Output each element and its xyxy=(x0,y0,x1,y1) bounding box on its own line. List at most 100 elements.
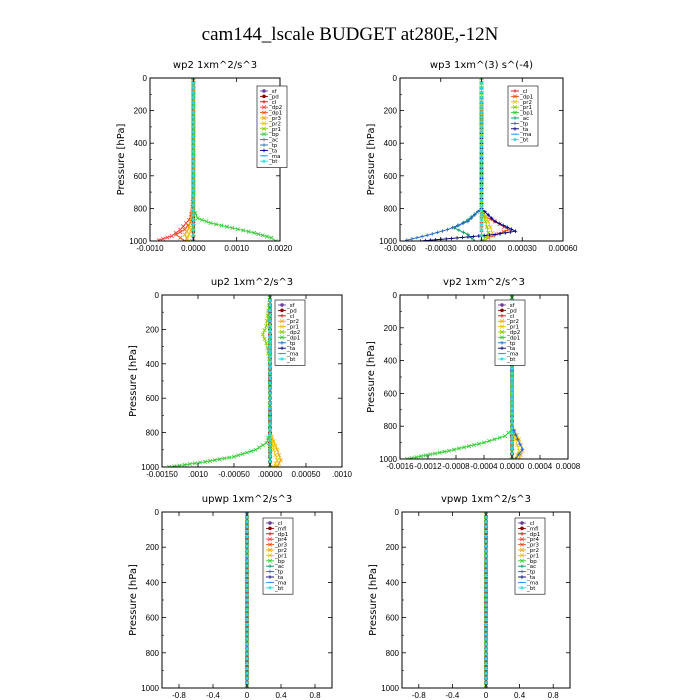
figure-title: cam144_lscale BUDGET at280E,-12N xyxy=(202,24,499,45)
data-point xyxy=(472,213,477,217)
legend-marker xyxy=(519,553,525,558)
data-point xyxy=(191,183,196,188)
data-point xyxy=(515,437,520,442)
data-point xyxy=(513,457,518,459)
legend-entry: _cl xyxy=(268,100,277,106)
legend-entry: _bt xyxy=(526,586,536,592)
data-point xyxy=(245,622,249,627)
data-point xyxy=(479,159,484,163)
legend-marker xyxy=(519,537,525,542)
x-tick-label: 0.00030 xyxy=(508,244,537,253)
legend-marker xyxy=(280,341,284,345)
y-tick-label: 800 xyxy=(146,649,160,658)
data-point xyxy=(479,134,484,139)
data-point xyxy=(488,225,493,230)
data-point xyxy=(268,427,272,431)
data-point xyxy=(510,406,514,410)
data-point xyxy=(471,234,476,239)
data-point xyxy=(245,568,249,573)
data-point xyxy=(518,442,522,447)
legend-marker xyxy=(513,89,517,93)
x-tick-label: 0.0008 xyxy=(556,462,581,471)
legend-entry: _ta xyxy=(286,346,295,352)
y-tick-label: 200 xyxy=(384,107,398,116)
data-point xyxy=(207,458,213,464)
data-point xyxy=(191,174,196,178)
y-axis-label-upwp: Pressure [hPa] xyxy=(128,564,139,636)
data-point xyxy=(245,593,249,597)
data-point xyxy=(479,129,484,134)
legend-entry: _pr3 xyxy=(274,543,288,549)
data-point xyxy=(260,332,265,337)
data-point xyxy=(245,632,249,637)
data-point xyxy=(457,228,461,232)
legend-marker xyxy=(279,335,285,340)
legend-marker xyxy=(267,537,273,542)
legend-entry: _ma xyxy=(274,580,286,586)
legend-marker xyxy=(280,346,284,350)
legend-entry: _pr2 xyxy=(286,319,299,325)
data-point xyxy=(191,222,196,227)
x-tick-label: 0 xyxy=(245,691,250,700)
data-point xyxy=(268,437,272,442)
legend-marker xyxy=(279,329,285,335)
y-tick-label: 1000 xyxy=(129,237,147,246)
y-tick-label: 600 xyxy=(134,172,148,181)
series-line-wp3-tp xyxy=(406,78,482,241)
data-point xyxy=(505,225,510,230)
data-point xyxy=(245,647,249,651)
legend-marker xyxy=(513,116,517,120)
data-point xyxy=(479,198,484,203)
legend-marker xyxy=(267,553,273,558)
data-point xyxy=(245,607,249,612)
x-tick-label: 0.0004 xyxy=(528,462,553,471)
legend-marker xyxy=(513,137,517,142)
data-point xyxy=(479,115,484,119)
legend-entry: _dp2 xyxy=(506,330,520,336)
data-point xyxy=(268,334,272,339)
data-point xyxy=(490,230,495,235)
data-point xyxy=(191,110,196,115)
legend-marker xyxy=(268,586,272,590)
legend-upwp: _cl_mfl_dp1_pr4_pr3_pr2_pr1_bp_ac_tp_ta_… xyxy=(262,517,294,595)
y-axis-label-wp3: Pressure [hPa] xyxy=(366,124,377,196)
data-point xyxy=(461,445,467,450)
data-point xyxy=(455,223,460,228)
x-tick-label: 0.00000 xyxy=(467,244,496,253)
data-point xyxy=(484,544,488,549)
data-point xyxy=(479,154,484,159)
legend-marker xyxy=(520,569,524,574)
legend-entry: _ta xyxy=(526,575,535,581)
legend-entry: _bp xyxy=(268,132,279,138)
y-tick-label: 400 xyxy=(384,139,398,148)
panels: wp2 1xm^2/s^3 Pressure [hPa] 0 200 400 600 800… xyxy=(116,60,581,700)
data-point xyxy=(245,544,249,549)
data-point xyxy=(182,232,187,237)
y-tick-label: 200 xyxy=(384,324,398,333)
data-point xyxy=(484,642,488,646)
data-point xyxy=(191,85,196,90)
data-point xyxy=(172,464,177,467)
data-point xyxy=(432,451,438,456)
data-point xyxy=(245,598,249,602)
data-point xyxy=(191,100,196,105)
x-tick-label: 0.00050 xyxy=(292,470,321,479)
legend-marker xyxy=(262,137,266,142)
legend-marker xyxy=(512,94,518,99)
data-point xyxy=(435,230,440,235)
data-point xyxy=(481,440,487,445)
panel-wp3: wp3 1xm^(3) s^(-4) Pressure [hPa] 0 200 400 6… xyxy=(366,60,578,253)
data-point xyxy=(268,308,272,313)
legend-entry: _cl xyxy=(526,521,535,527)
data-point xyxy=(510,391,514,396)
legend-entry: _pr1 xyxy=(506,325,519,331)
x-tick-label: 0.4 xyxy=(275,691,287,700)
data-point xyxy=(262,328,267,333)
data-point xyxy=(484,534,488,539)
legend-entry: _tp xyxy=(526,570,536,576)
data-point xyxy=(508,230,513,234)
data-point xyxy=(414,455,419,459)
legend-entry: _dp2 xyxy=(286,330,300,336)
data-point xyxy=(191,218,196,222)
